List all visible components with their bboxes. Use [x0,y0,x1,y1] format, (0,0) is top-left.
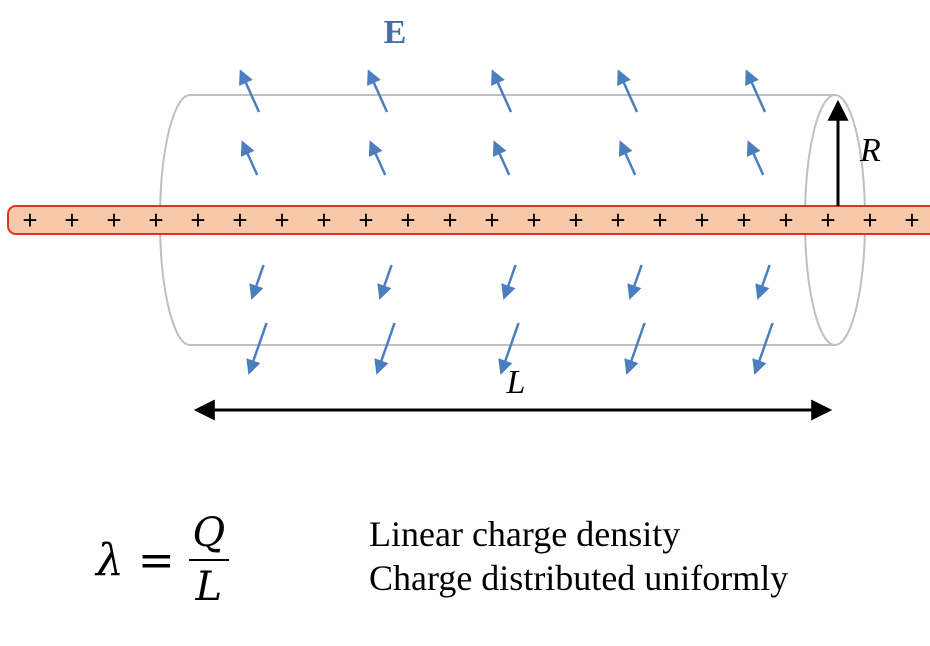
fraction: Q L [188,509,229,611]
field-arrow [627,264,643,300]
field-arrow [368,140,387,176]
field-label-E: E [384,14,407,51]
plus-sign: + [64,205,79,235]
field-arrow [374,322,396,375]
charge-density-formula: λ = Q L [96,505,229,615]
plus-sign: + [736,205,751,235]
field-arrow [752,322,774,375]
description-line-1: Linear charge density [369,514,681,554]
numerator: Q [192,510,226,556]
field-arrow [501,264,517,300]
plus-sign: + [652,205,667,235]
plus-sign: + [148,205,163,235]
field-arrow [618,140,637,176]
plus-sign: + [694,205,709,235]
plus-sign: + [526,205,541,235]
field-arrow [246,322,268,375]
fraction-bar [188,559,229,561]
description: Linear charge density Charge distributed… [369,512,788,600]
plus-sign: + [568,205,583,235]
field-arrow [249,264,265,300]
plus-sign: + [778,205,793,235]
plus-sign: + [232,205,247,235]
field-arrow [755,264,771,300]
plus-sign: + [190,205,205,235]
field-arrows [239,69,774,375]
plus-sign: + [106,205,121,235]
plus-sign: + [484,205,499,235]
field-arrow [746,140,765,176]
denominator: L [195,564,223,610]
plus-sign: + [820,205,835,235]
plus-sign: + [358,205,373,235]
field-arrow [377,264,393,300]
plus-sign: + [862,205,877,235]
plus-sign: + [316,205,331,235]
field-arrow [491,69,513,113]
plus-sign: + [610,205,625,235]
field-arrow [617,69,639,113]
length-label: L [506,364,526,401]
field-arrow [367,69,389,113]
charge-signs: + + + + + + + + + + + + + + + + + + + + + + [22,205,919,235]
lambda-symbol: λ [96,534,124,586]
field-arrow [239,69,261,113]
plus-sign: + [274,205,289,235]
radius-label: R [859,132,881,169]
equals-sign: = [137,534,175,586]
plus-sign: + [442,205,457,235]
field-arrow [624,322,646,375]
line-charge [7,205,930,235]
plus-sign: + [904,205,919,235]
field-arrow [745,69,767,113]
plus-sign: + [22,205,37,235]
description-line-2: Charge distributed uniformly [369,558,789,598]
plus-sign: + [400,205,415,235]
field-arrow [498,322,520,375]
field-arrow [492,140,511,176]
field-arrow [240,140,259,176]
